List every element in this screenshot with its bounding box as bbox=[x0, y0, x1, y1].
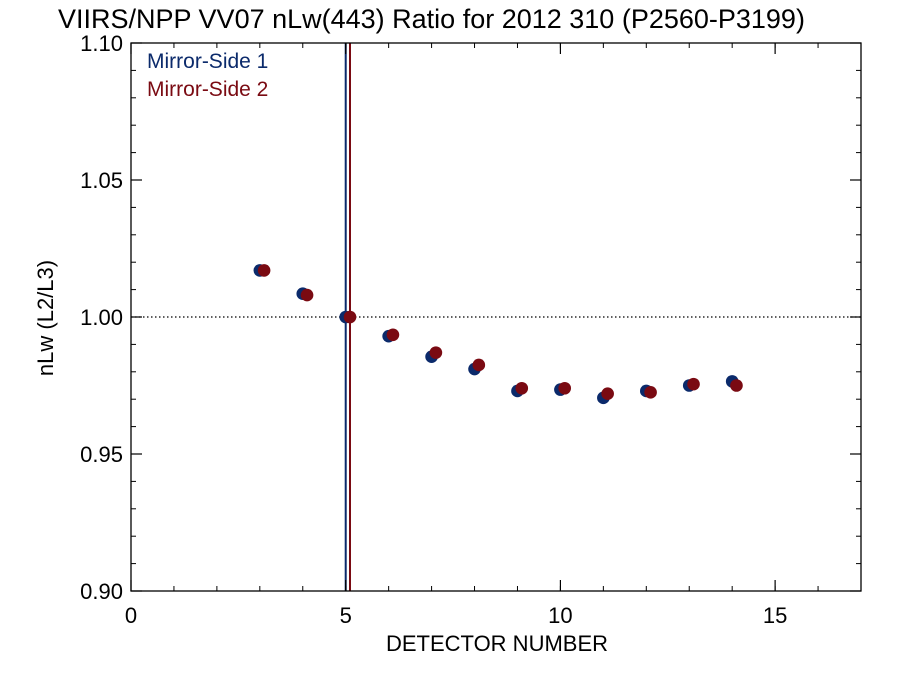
plot-area: 0 5 10 15 0.90 0.95 1.00 1.05 1.10 bbox=[80, 31, 862, 628]
chart-title: VIIRS/NPP VV07 nLw(443) Ratio for 2012 3… bbox=[58, 4, 805, 34]
legend-mirror-side-1: Mirror-Side 1 bbox=[147, 50, 268, 73]
x-tick-label: 15 bbox=[763, 603, 787, 628]
data-point-series-2 bbox=[343, 310, 357, 324]
y-tick-label: 0.90 bbox=[80, 579, 123, 604]
data-point-series-2 bbox=[429, 346, 443, 359]
plot-frame bbox=[130, 42, 862, 592]
data-point-series-2 bbox=[558, 381, 572, 395]
legend-mirror-side-2: Mirror-Side 2 bbox=[147, 78, 268, 101]
data-point-series-2 bbox=[601, 387, 614, 401]
data-point-series-2 bbox=[472, 358, 486, 372]
y-tick-label: 1.10 bbox=[80, 31, 123, 56]
data-point-series-2 bbox=[515, 381, 529, 395]
y-tick-label: 1.05 bbox=[80, 168, 123, 193]
x-tick-label: 0 bbox=[125, 603, 137, 628]
x-axis-label: DETECTOR NUMBER bbox=[386, 631, 608, 656]
y-tick-label: 0.95 bbox=[80, 442, 123, 467]
y-axis-label: nLw (L2/L3) bbox=[33, 260, 58, 376]
x-tick-label: 5 bbox=[340, 603, 352, 628]
y-tick-label: 1.00 bbox=[80, 305, 123, 330]
data-point-series-2 bbox=[687, 377, 700, 391]
data-point-series-2 bbox=[730, 379, 743, 392]
x-tick-label: 10 bbox=[548, 603, 572, 628]
data-point-series-2 bbox=[386, 328, 400, 342]
data-point-series-2 bbox=[300, 288, 314, 302]
data-point-series-2 bbox=[644, 386, 657, 399]
data-point-series-2 bbox=[257, 264, 271, 277]
